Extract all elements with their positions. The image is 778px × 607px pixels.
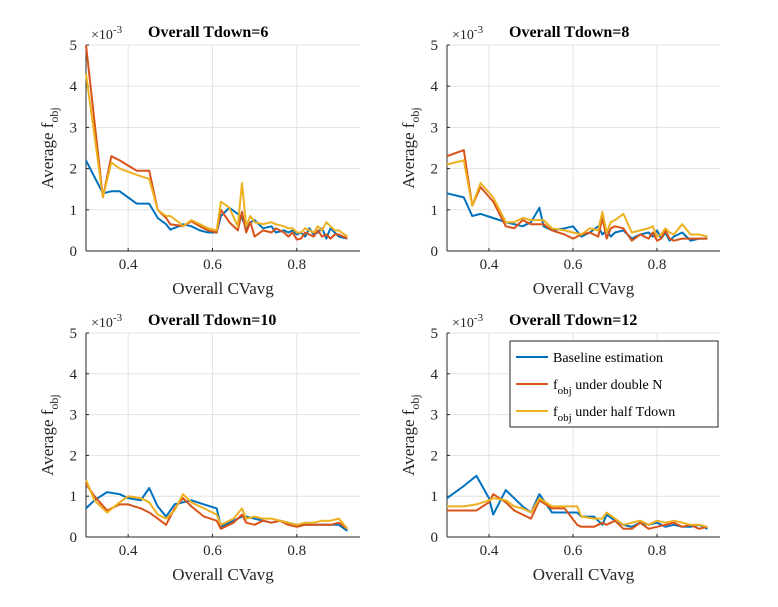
series-line-half-tdown (85, 479, 349, 530)
y-axis-label: Average fobj (399, 394, 422, 476)
y-tick-label: 0 (431, 244, 439, 260)
series-line-double-n (446, 149, 708, 242)
y-tick-label: 1 (431, 203, 439, 219)
x-axis-label: Overall CVavg (172, 279, 274, 298)
x-tick-label: 0.4 (119, 543, 138, 559)
legend-entry-label: fobj under double N (553, 378, 662, 397)
chart-panel-2: 0.4 0.6 0.8 0 1 2 3 4 5 ×10-3 Overall Tdown=8 Overa… (399, 24, 720, 298)
y-tick-label: 0 (70, 530, 78, 546)
series-line-half-tdown (447, 497, 708, 528)
y-exponent-label: ×10-3 (91, 312, 123, 331)
x-tick-label: 0.6 (203, 257, 222, 273)
x-tick-label: 0.8 (648, 257, 667, 273)
y-tick-label: 5 (70, 326, 78, 342)
y-axis-label: Average fobj (38, 107, 61, 189)
y-axis-label: Average fobj (38, 394, 61, 476)
y-tick-label: 0 (70, 244, 78, 260)
chart-title: Overall Tdown=10 (148, 312, 276, 329)
y-exponent-label: ×10-3 (452, 24, 484, 43)
y-tick-label: 3 (70, 408, 78, 424)
chart-title: Overall Tdown=6 (148, 24, 268, 41)
x-tick-label: 0.6 (203, 543, 222, 559)
x-tick-label: 0.4 (480, 543, 499, 559)
y-tick-label: 5 (70, 38, 78, 54)
x-tick-label: 0.6 (564, 257, 583, 273)
y-tick-label: 4 (431, 79, 439, 95)
x-tick-label: 0.4 (480, 257, 499, 273)
x-axis-label: Overall CVavg (533, 565, 635, 584)
x-axis-label: Overall CVavg (172, 565, 274, 584)
y-tick-label: 2 (431, 162, 439, 178)
series-line-double-n (85, 483, 348, 530)
x-axis-label: Overall CVavg (533, 279, 635, 298)
y-axis-label: Average fobj (399, 107, 422, 189)
y-tick-label: 4 (431, 367, 439, 383)
x-tick-label: 0.8 (287, 257, 306, 273)
chart-panel-4: 0.4 0.6 0.8 0 1 2 3 4 5 ×10-3 Overall Tdown=12 Over… (399, 312, 720, 584)
legend: Baseline estimation fobj under double N fo… (509, 340, 719, 428)
y-tick-label: 2 (70, 162, 78, 178)
chart-title: Overall Tdown=12 (509, 312, 637, 329)
x-tick-label: 0.6 (564, 543, 583, 559)
y-tick-label: 1 (70, 489, 78, 505)
y-tick-label: 5 (431, 326, 439, 342)
y-tick-label: 1 (70, 203, 78, 219)
y-exponent-label: ×10-3 (452, 312, 484, 331)
y-tick-label: 2 (431, 448, 439, 464)
y-tick-label: 5 (431, 38, 439, 54)
legend-entry-label: Baseline estimation (553, 351, 663, 366)
y-tick-label: 3 (70, 120, 78, 136)
y-tick-label: 0 (431, 530, 439, 546)
series-line-half-tdown (446, 159, 708, 238)
series-line-half-tdown (85, 73, 348, 238)
x-tick-label: 0.8 (287, 543, 306, 559)
x-tick-label: 0.8 (648, 543, 667, 559)
y-tick-label: 2 (70, 448, 78, 464)
x-tick-label: 0.4 (119, 257, 138, 273)
chart-title: Overall Tdown=8 (509, 24, 629, 41)
y-tick-label: 3 (431, 120, 439, 136)
y-tick-label: 4 (70, 367, 78, 383)
y-tick-label: 4 (70, 79, 78, 95)
chart-panel-3: 0.4 0.6 0.8 0 1 2 3 4 5 ×10-3 Overall Tdown=10 Over… (38, 312, 360, 584)
series-line-baseline (446, 474, 708, 530)
legend-entry-label: fobj under half Tdown (553, 405, 675, 424)
chart-panel-1: 0.4 0.6 0.8 0 1 2 3 4 5 ×10-3 Overall Tdown=6 Overa… (38, 24, 360, 298)
y-exponent-label: ×10-3 (91, 24, 123, 43)
series-line-double-n (85, 44, 348, 241)
y-tick-label: 3 (431, 408, 439, 424)
y-tick-label: 1 (431, 489, 439, 505)
